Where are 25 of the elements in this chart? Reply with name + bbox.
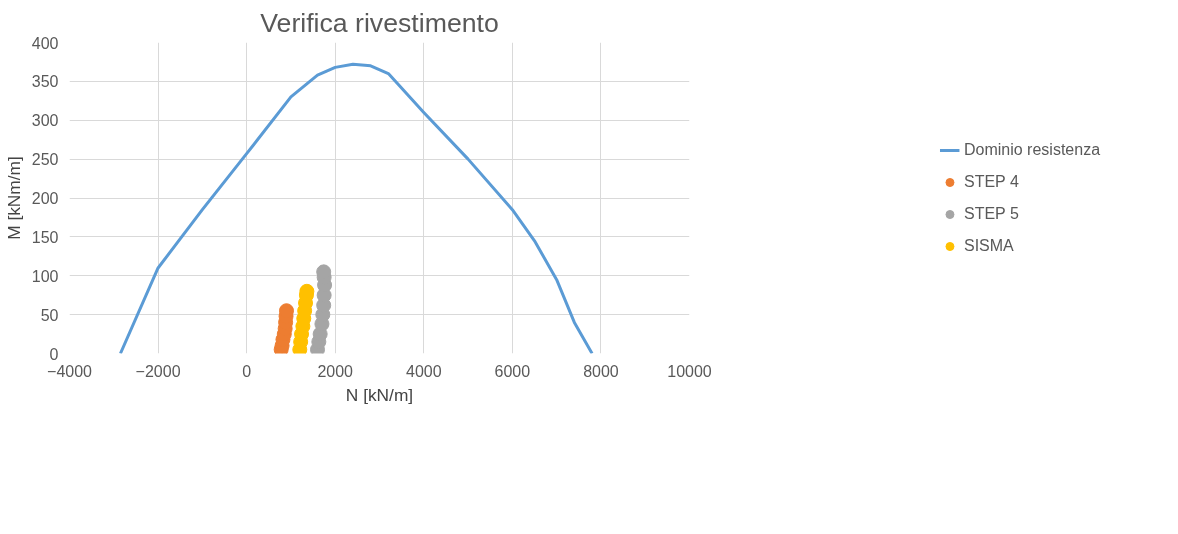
x-tick-label: −2000 <box>135 362 181 380</box>
x-tick-label: −4000 <box>47 362 93 380</box>
y-tick-label: 100 <box>31 267 59 285</box>
x-tick-label: 6000 <box>494 362 531 380</box>
y-tick-label: 400 <box>31 34 59 52</box>
y-tick-label: 300 <box>31 112 59 130</box>
x-tick-label: 4000 <box>405 362 442 380</box>
legend-label: SISMA <box>963 236 1014 255</box>
chart-title: Verifica rivestimento <box>260 7 499 38</box>
y-axis-title: M [kNm/m] <box>3 156 24 240</box>
y-tick-label: 50 <box>40 306 59 324</box>
y-tick-label: 200 <box>31 190 59 207</box>
y-tick-label: 350 <box>31 73 59 91</box>
x-axis-title: N [kN/m] <box>345 384 414 405</box>
y-tick-label: 250 <box>31 151 59 169</box>
y-tick-label: 150 <box>31 228 59 246</box>
x-tick-label: 2000 <box>317 362 354 380</box>
legend-label: STEP 4 <box>963 172 1019 191</box>
x-tick-label: 8000 <box>583 362 619 380</box>
legend-label: Dominio resistenza <box>963 140 1101 159</box>
y-tick-label: 0 <box>49 345 59 363</box>
line-series <box>118 62 594 354</box>
x-tick-label: 10000 <box>667 362 712 380</box>
legend-label: STEP 5 <box>963 204 1019 223</box>
x-tick-label: 0 <box>242 362 252 380</box>
